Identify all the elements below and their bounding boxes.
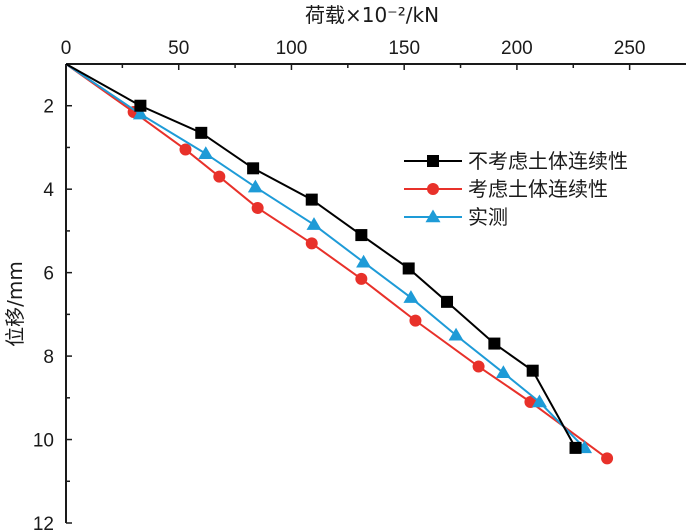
data-point-circle (305, 237, 318, 250)
x-tick-label: 250 (614, 38, 646, 59)
y-tick-label: 2 (43, 97, 54, 118)
legend-item: 实测 (404, 205, 508, 229)
data-point-square (355, 229, 368, 242)
data-point-square (305, 193, 318, 206)
data-point-triangle (247, 179, 263, 193)
y-axis-title: 位移/mm (3, 261, 27, 347)
data-point-square (134, 99, 147, 112)
legend-label: 考虑土体连续性 (468, 177, 608, 201)
y-tick-label: 6 (43, 264, 54, 285)
x-axis-title: 荷载×10⁻²/kN (305, 3, 439, 27)
data-point-triangle (306, 217, 322, 230)
y-tick-label: 10 (33, 431, 54, 452)
data-point-circle (472, 360, 485, 373)
data-point-square (569, 441, 582, 454)
series-line (65, 63, 577, 449)
series-1 (65, 63, 614, 465)
data-point-circle (601, 452, 614, 465)
data-point-square (488, 337, 501, 350)
data-point-circle (179, 143, 192, 156)
data-point-square (402, 262, 415, 275)
series-2 (65, 63, 593, 454)
data-point-triangle (531, 394, 547, 408)
data-point-triangle (495, 365, 511, 379)
data-point-triangle (132, 106, 148, 120)
series-line (65, 63, 586, 449)
data-point-circle (213, 170, 226, 183)
legend-label: 不考虑土体连续性 (468, 149, 628, 173)
y-tick-label: 8 (43, 347, 54, 368)
series-0 (65, 63, 582, 454)
data-point-triangle (403, 290, 419, 303)
y-tick-label: 12 (33, 514, 54, 531)
data-point-circle (355, 272, 368, 285)
x-tick-label: 200 (501, 38, 533, 59)
data-point-square (195, 126, 208, 139)
legend-label: 实测 (468, 205, 508, 229)
x-tick-label: 100 (276, 38, 308, 59)
x-tick-label: 50 (168, 38, 189, 59)
data-point-square (441, 295, 454, 308)
data-point-triangle (198, 146, 214, 159)
axes: 0 50 100 150 200 250 2 4 6 8 10 12 (33, 38, 686, 531)
data-point-circle (409, 314, 422, 327)
x-tick-label: 0 (61, 38, 72, 59)
data-point-square (526, 364, 539, 377)
data-point-circle (251, 201, 264, 214)
data-point-square (247, 162, 260, 175)
data-point-square (427, 155, 439, 167)
data-point-triangle (356, 254, 372, 268)
data-point-triangle (448, 327, 464, 341)
y-tick-label: 4 (43, 180, 54, 201)
series-layer (65, 63, 614, 465)
data-point-triangle (425, 209, 441, 223)
data-point-circle (427, 183, 439, 195)
x-tick-label: 150 (388, 38, 420, 59)
legend-item: 不考虑土体连续性 (404, 149, 628, 173)
legend-item: 考虑土体连续性 (404, 177, 608, 201)
